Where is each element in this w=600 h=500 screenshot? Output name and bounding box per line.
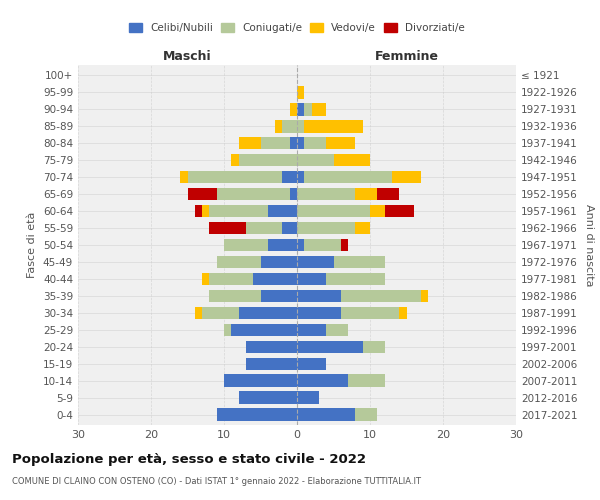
Bar bbox=[202, 306, 239, 320]
Bar bbox=[297, 272, 326, 285]
Bar bbox=[260, 136, 290, 149]
Bar bbox=[290, 188, 297, 200]
Bar bbox=[297, 170, 304, 183]
Bar bbox=[297, 204, 370, 218]
Bar bbox=[362, 340, 385, 353]
Bar bbox=[297, 154, 334, 166]
Bar bbox=[355, 222, 370, 234]
Bar bbox=[304, 103, 311, 116]
Bar bbox=[304, 136, 326, 149]
Bar bbox=[297, 408, 355, 421]
Bar bbox=[341, 238, 348, 252]
Bar bbox=[326, 136, 355, 149]
Bar bbox=[283, 120, 297, 132]
Bar bbox=[224, 374, 297, 387]
Bar bbox=[297, 392, 319, 404]
Bar bbox=[326, 272, 385, 285]
Bar bbox=[297, 340, 362, 353]
Text: Maschi: Maschi bbox=[163, 50, 212, 64]
Bar bbox=[297, 86, 304, 99]
Bar bbox=[304, 170, 392, 183]
Text: Femmine: Femmine bbox=[374, 50, 439, 64]
Bar bbox=[297, 306, 341, 320]
Bar bbox=[297, 222, 355, 234]
Bar bbox=[283, 170, 297, 183]
Bar bbox=[304, 120, 362, 132]
Bar bbox=[202, 272, 209, 285]
Bar bbox=[341, 290, 421, 302]
Bar bbox=[311, 103, 326, 116]
Bar bbox=[297, 238, 304, 252]
Bar bbox=[392, 170, 421, 183]
Bar bbox=[209, 222, 246, 234]
Bar bbox=[217, 408, 297, 421]
Bar bbox=[297, 256, 334, 268]
Bar bbox=[297, 358, 326, 370]
Bar bbox=[246, 340, 297, 353]
Bar bbox=[217, 256, 260, 268]
Bar bbox=[370, 204, 385, 218]
Bar bbox=[334, 154, 370, 166]
Bar bbox=[304, 238, 341, 252]
Bar bbox=[260, 256, 297, 268]
Bar bbox=[399, 306, 407, 320]
Bar bbox=[297, 188, 355, 200]
Bar bbox=[297, 103, 304, 116]
Bar bbox=[297, 136, 304, 149]
Bar bbox=[297, 120, 304, 132]
Bar bbox=[232, 324, 297, 336]
Text: COMUNE DI CLAINO CON OSTENO (CO) - Dati ISTAT 1° gennaio 2022 - Elaborazione TUT: COMUNE DI CLAINO CON OSTENO (CO) - Dati … bbox=[12, 478, 421, 486]
Bar bbox=[224, 238, 268, 252]
Bar bbox=[268, 204, 297, 218]
Bar bbox=[187, 170, 283, 183]
Bar bbox=[246, 222, 283, 234]
Bar bbox=[187, 188, 217, 200]
Bar bbox=[290, 103, 297, 116]
Bar bbox=[180, 170, 187, 183]
Bar bbox=[239, 306, 297, 320]
Bar bbox=[341, 306, 399, 320]
Bar bbox=[239, 154, 297, 166]
Bar bbox=[421, 290, 428, 302]
Bar bbox=[246, 358, 297, 370]
Bar bbox=[260, 290, 297, 302]
Bar bbox=[217, 188, 290, 200]
Bar bbox=[209, 272, 253, 285]
Bar bbox=[283, 222, 297, 234]
Bar bbox=[334, 256, 385, 268]
Bar bbox=[253, 272, 297, 285]
Bar bbox=[239, 136, 260, 149]
Bar bbox=[209, 290, 260, 302]
Bar bbox=[195, 204, 202, 218]
Bar bbox=[232, 154, 239, 166]
Bar bbox=[355, 408, 377, 421]
Bar bbox=[195, 306, 202, 320]
Bar bbox=[297, 290, 341, 302]
Bar bbox=[202, 204, 209, 218]
Y-axis label: Anni di nascita: Anni di nascita bbox=[584, 204, 594, 286]
Legend: Celibi/Nubili, Coniugati/e, Vedovi/e, Divorziati/e: Celibi/Nubili, Coniugati/e, Vedovi/e, Di… bbox=[126, 20, 468, 36]
Bar bbox=[348, 374, 385, 387]
Text: Popolazione per età, sesso e stato civile - 2022: Popolazione per età, sesso e stato civil… bbox=[12, 452, 366, 466]
Bar bbox=[377, 188, 399, 200]
Bar bbox=[275, 120, 283, 132]
Bar bbox=[224, 324, 232, 336]
Bar bbox=[326, 324, 348, 336]
Bar bbox=[297, 374, 348, 387]
Bar bbox=[268, 238, 297, 252]
Bar bbox=[290, 136, 297, 149]
Bar bbox=[297, 324, 326, 336]
Bar bbox=[209, 204, 268, 218]
Bar bbox=[355, 188, 377, 200]
Bar bbox=[385, 204, 414, 218]
Bar bbox=[239, 392, 297, 404]
Y-axis label: Fasce di età: Fasce di età bbox=[28, 212, 37, 278]
